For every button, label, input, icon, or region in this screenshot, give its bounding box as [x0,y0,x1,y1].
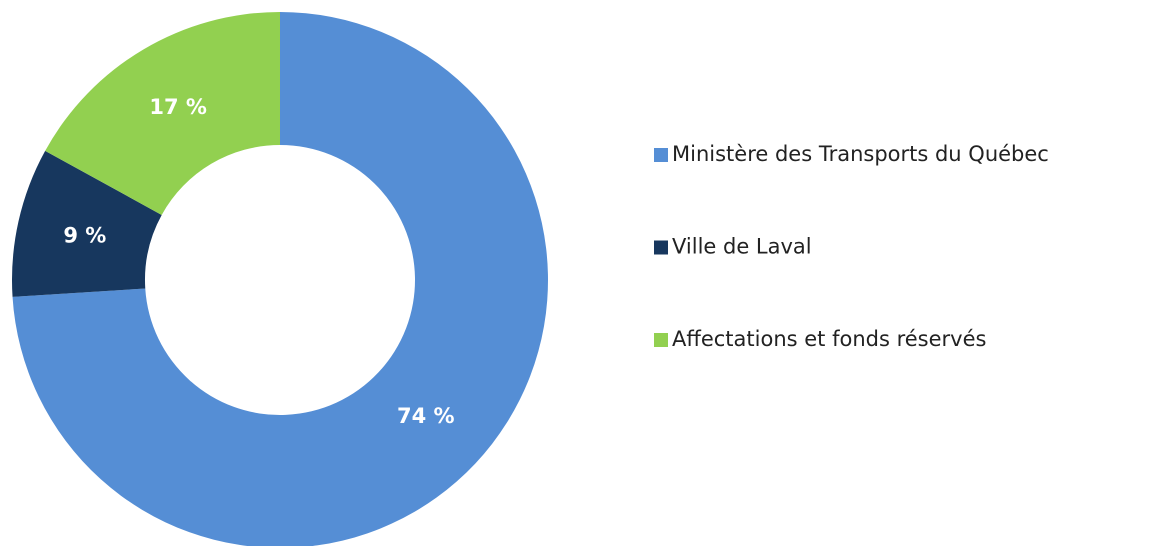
data-label: 9 % [63,223,106,247]
donut-slice [12,150,162,297]
legend-swatch [654,333,668,347]
legend-label: Ville de Laval [672,235,812,259]
donut-slice [45,12,280,215]
data-label: 17 % [149,95,207,119]
legend-label: Ministère des Transports du Québec [672,142,1049,166]
data-label: 74 % [397,404,455,428]
legend-swatch [654,148,668,162]
legend-label: Affectations et fonds réservés [672,327,986,351]
legend-swatch [654,240,668,255]
donut-slice [12,12,548,546]
